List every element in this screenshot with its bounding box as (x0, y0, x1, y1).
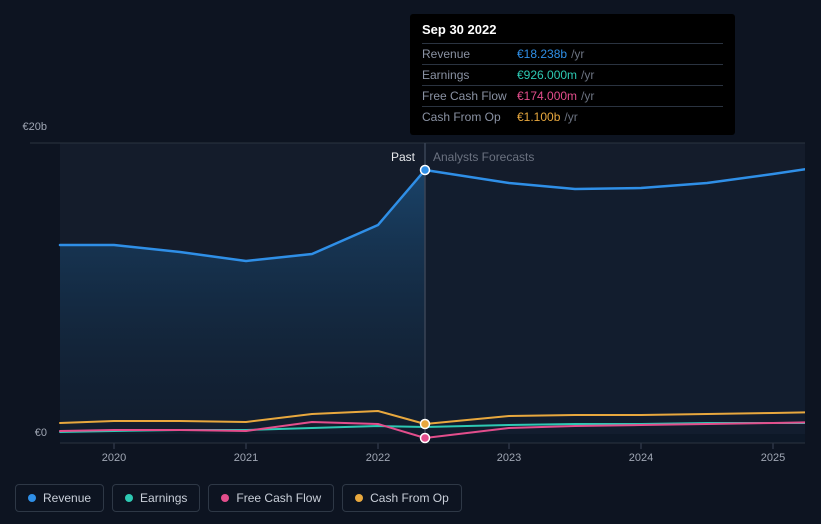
tooltip-key: Cash From Op (422, 110, 517, 124)
legend-label: Earnings (140, 491, 187, 505)
legend-dot-icon (125, 494, 133, 502)
x-tick-label: 2022 (366, 452, 390, 464)
legend-dot-icon (355, 494, 363, 502)
tooltip-unit: /yr (564, 110, 577, 124)
tooltip-row: Revenue€18.238b/yr (422, 43, 723, 64)
legend-dot-icon (28, 494, 36, 502)
tooltip-row: Cash From Op€1.100b/yr (422, 106, 723, 127)
x-tick-label: 2021 (234, 452, 258, 464)
tooltip-rows: Revenue€18.238b/yrEarnings€926.000m/yrFr… (422, 43, 723, 127)
tooltip-unit: /yr (571, 47, 584, 61)
tooltip-value: €926.000m (517, 68, 577, 82)
tooltip-key: Earnings (422, 68, 517, 82)
x-tick-label: 2024 (629, 452, 653, 464)
forecast-label: Analysts Forecasts (433, 150, 534, 164)
legend-item[interactable]: Free Cash Flow (208, 484, 334, 512)
tooltip-date: Sep 30 2022 (422, 22, 723, 43)
tooltip-key: Free Cash Flow (422, 89, 517, 103)
x-tick-label: 2023 (497, 452, 521, 464)
tooltip-unit: /yr (581, 68, 594, 82)
tooltip-unit: /yr (581, 89, 594, 103)
y-tick-label: €0 (15, 427, 47, 439)
tooltip-key: Revenue (422, 47, 517, 61)
chart-tooltip: Sep 30 2022 Revenue€18.238b/yrEarnings€9… (410, 14, 735, 135)
tooltip-value: €18.238b (517, 47, 567, 61)
x-tick-label: 2020 (102, 452, 126, 464)
x-tick-label: 2025 (761, 452, 785, 464)
legend-item[interactable]: Cash From Op (342, 484, 462, 512)
tooltip-row: Earnings€926.000m/yr (422, 64, 723, 85)
past-label: Past (391, 150, 415, 164)
chart-legend: Revenue Earnings Free Cash Flow Cash From O… (15, 484, 462, 512)
tooltip-value: €1.100b (517, 110, 560, 124)
tooltip-row: Free Cash Flow€174.000m/yr (422, 85, 723, 106)
tooltip-value: €174.000m (517, 89, 577, 103)
y-tick-label: €20b (15, 121, 47, 133)
legend-label: Cash From Op (370, 491, 449, 505)
legend-item[interactable]: Revenue (15, 484, 104, 512)
legend-label: Free Cash Flow (236, 491, 321, 505)
legend-dot-icon (221, 494, 229, 502)
legend-label: Revenue (43, 491, 91, 505)
legend-item[interactable]: Earnings (112, 484, 200, 512)
